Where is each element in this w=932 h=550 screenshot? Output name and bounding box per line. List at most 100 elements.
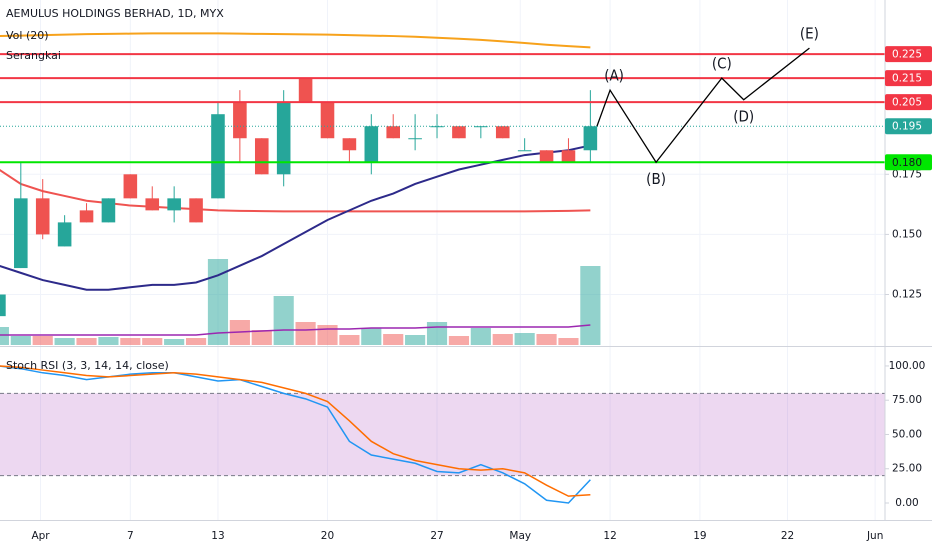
level-label: 0.205: [892, 97, 922, 109]
volume-bar: [426, 322, 448, 345]
y-tick-label: 25.00: [892, 463, 922, 475]
x-tick-label: 12: [603, 530, 616, 542]
volume-bar: [273, 296, 294, 345]
candle-body: [101, 198, 116, 223]
oscillator-title: Stoch RSI (3, 3, 14, 14, close): [6, 359, 169, 372]
volume-bar: [0, 327, 9, 345]
volume-bar: [251, 330, 272, 345]
volume-bar: [492, 334, 513, 345]
candle-body: [79, 210, 94, 223]
volume-bar: [470, 328, 491, 345]
wave-label: (A): [604, 67, 624, 85]
candle-body: [57, 222, 72, 247]
level-label-box: [885, 154, 932, 171]
x-tick-label: 13: [211, 530, 224, 542]
y-tick-label: 75.00: [892, 394, 922, 406]
volume-bar: [514, 333, 535, 345]
candle-body: [145, 198, 160, 211]
wave-label: (C): [712, 55, 732, 73]
volume-bar: [295, 322, 316, 345]
level-label: 0.215: [892, 73, 922, 85]
y-tick-label: 0.150: [892, 228, 922, 240]
volume-bar: [448, 336, 470, 345]
volume-bar: [405, 335, 426, 345]
candle-body: [14, 198, 28, 269]
volume-bar: [120, 338, 141, 345]
indicator-line: [0, 169, 591, 213]
candle-body: [254, 138, 269, 175]
candle-body: [430, 126, 444, 128]
candle-body: [298, 78, 313, 103]
volume-bar: [580, 266, 601, 345]
y-tick-label: 100.00: [889, 360, 926, 372]
volume-bar: [207, 259, 229, 345]
candle-body: [233, 102, 247, 139]
candle-body: [583, 126, 598, 151]
oscillator-line: [0, 365, 591, 497]
volume-label: Vol (20): [6, 29, 49, 42]
candle-body: [167, 198, 181, 211]
candle-body: [364, 126, 379, 163]
level-label-box: [885, 118, 932, 135]
volume-bar: [54, 338, 75, 345]
volume-bar: [98, 337, 119, 345]
y-tick-label: 50.00: [892, 428, 922, 440]
candle-body: [495, 126, 510, 139]
volume-bar: [339, 335, 360, 345]
candle-body: [276, 102, 291, 175]
oscillator-pane: [0, 365, 885, 504]
candle-body: [342, 138, 357, 151]
x-tick-label: 20: [321, 530, 334, 542]
level-label-box: [885, 46, 932, 63]
candle-body: [452, 126, 466, 139]
candle-body: [386, 126, 401, 139]
x-tick-label: 19: [693, 530, 706, 542]
wave-label: (E): [800, 25, 819, 43]
band-fill: [0, 393, 885, 476]
wave-label: (D): [733, 107, 754, 125]
volume-bar: [142, 338, 163, 345]
candle-body: [211, 114, 225, 199]
candle-body: [123, 174, 138, 199]
chart-title: AEMULUS HOLDINGS BERHAD, 1D, MYX: [6, 7, 224, 20]
indicator-line: [0, 32, 591, 49]
level-label: 0.180: [892, 157, 922, 169]
y-tick-label: 0.175: [892, 168, 922, 180]
x-tick-label: 22: [781, 530, 794, 542]
volume-bar: [361, 328, 382, 345]
candle-body: [539, 150, 554, 163]
candle-body: [408, 138, 422, 140]
x-tick-label: Apr: [31, 530, 50, 542]
price-pane: (A) (B) (C) (D) (E): [0, 0, 885, 520]
level-label: 0.225: [892, 49, 922, 61]
x-tick-label: Jun: [866, 530, 883, 542]
level-label-box: [885, 94, 932, 111]
candle-body: [189, 198, 203, 223]
volume-bar: [164, 339, 185, 345]
volume-bar: [536, 334, 557, 345]
y-tick-label: 0.125: [892, 289, 922, 301]
candle-body: [0, 294, 6, 317]
wave-label: (B): [646, 170, 666, 188]
x-tick-label: 7: [127, 530, 134, 542]
y-tick-label: 0.00: [895, 497, 918, 509]
indicator-label: Serangkai: [6, 49, 61, 62]
volume-bar: [10, 336, 31, 345]
volume-ma-line: [0, 324, 591, 336]
candle-body: [35, 198, 50, 235]
x-tick-label: 27: [430, 530, 443, 542]
volume-bar: [185, 338, 207, 345]
volume-bar: [383, 334, 404, 345]
x-tick-label: May: [509, 530, 531, 542]
level-label-box: [885, 70, 932, 87]
candle-body: [561, 150, 576, 163]
volume-bar: [76, 338, 97, 345]
candle-body: [320, 102, 335, 139]
volume-bar: [317, 325, 338, 345]
candle-body: [517, 150, 532, 152]
wave-projection: [596, 47, 810, 164]
level-label: 0.195: [892, 121, 922, 133]
